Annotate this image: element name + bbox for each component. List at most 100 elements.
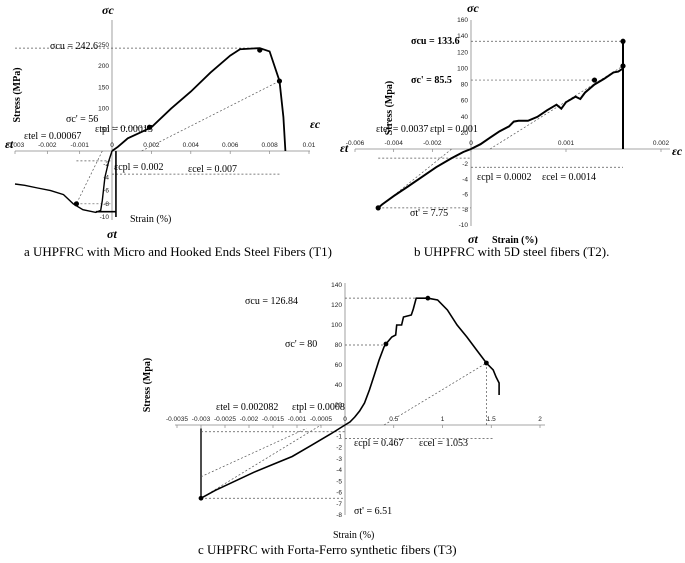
x-tick-label: -0.0025 <box>214 416 236 423</box>
y-tick-label: 60 <box>335 362 343 369</box>
panel-c-eps-c-el-label: εcel = 1.053 <box>419 438 468 449</box>
panel-b-eps-t-pl-label: εtpl = 0.001 <box>430 124 478 135</box>
panel-a-bottom-axis-symbol: σt <box>107 227 117 241</box>
x-tick-label: -0.001 <box>70 142 89 149</box>
x-tick-label: -0.002 <box>423 140 442 147</box>
panel-b-sigma-cu-label: σcu = 133.6 <box>411 36 460 47</box>
y-tick-label: -10 <box>100 214 110 221</box>
x-tick-label: 0.01 <box>303 142 316 149</box>
y-tick-label: 100 <box>457 65 468 72</box>
x-tick-label: 0.008 <box>261 142 278 149</box>
panel-b-peak-point <box>620 38 626 44</box>
panel-b-right-axis-symbol: εc <box>672 144 683 158</box>
x-tick-label: 0 <box>469 140 473 147</box>
x-tick-label: -0.002 <box>240 416 259 423</box>
x-tick-label: 0 <box>110 142 114 149</box>
y-tick-label: 100 <box>98 106 109 113</box>
unload-line <box>141 80 280 152</box>
panel-b-eps-c-el-label: εcel = 0.0014 <box>542 172 596 183</box>
panel-c-eps-t-el-label: εtel = 0.002082 <box>216 402 278 413</box>
tension-secant-line <box>200 428 307 478</box>
panel-c-fc-point <box>383 341 389 347</box>
y-tick-label: 80 <box>335 342 343 349</box>
y-tick-label: -6 <box>462 192 468 199</box>
panel-a-tension-curve <box>14 150 113 214</box>
y-tick-label: -10 <box>459 222 469 229</box>
x-tick-label: 0 <box>343 416 347 423</box>
x-tick-label: -0.0015 <box>262 416 284 423</box>
y-tick-label: -8 <box>103 201 109 208</box>
y-tick-label: 100 <box>331 322 342 329</box>
x-tick-label: -0.0005 <box>310 416 332 423</box>
y-tick-label: -8 <box>462 207 468 214</box>
y-tick-label: 60 <box>461 98 469 105</box>
y-tick-label: 160 <box>457 17 468 24</box>
y-tick-label: -4 <box>462 176 468 183</box>
y-tick-label: 50 <box>102 127 110 134</box>
y-tick-label: -2 <box>336 445 342 452</box>
x-tick-label: 0.002 <box>143 142 160 149</box>
panel-c-x-axis-label: Strain (%) <box>333 530 374 541</box>
panel-b-eps-c-pl-label: εcpl = 0.0002 <box>477 172 532 183</box>
panel-a-unload-point <box>276 78 283 84</box>
panel-a-eps-t-el-label: εtel = 0.00067 <box>24 131 81 142</box>
y-tick-label: 120 <box>331 302 342 309</box>
y-tick-label: -1 <box>336 433 342 440</box>
y-tick-label: -2 <box>103 161 109 168</box>
panel-c-eps-t-pl-label: εtpl = 0.0008 <box>292 402 345 413</box>
panel-c-y-axis-label: Stress (Mpa) <box>142 358 153 413</box>
panel-a-tension-point <box>73 201 80 207</box>
y-tick-label: -2 <box>462 161 468 168</box>
x-tick-label: 0.5 <box>389 416 398 423</box>
panel-a-right-axis-symbol: εc <box>310 117 321 131</box>
y-tick-label: -6 <box>103 188 109 195</box>
panel-a-eps-c-el-label: εcel = 0.007 <box>188 164 237 175</box>
x-tick-label: 2 <box>538 416 542 423</box>
x-tick-label: 0.002 <box>653 140 670 147</box>
panel-a-top-axis-symbol: σc <box>102 3 114 17</box>
panel-a-stress-strain-curve <box>111 47 287 152</box>
y-tick-label: -6 <box>336 490 342 497</box>
panel-b-eps-t-el-label: εtel = 0.0037 <box>376 124 428 135</box>
panel-b-sigma-c-label: σc' = 85.5 <box>411 75 452 86</box>
panel-a-peak-point <box>257 47 263 53</box>
panel-b-top-axis-symbol: σc <box>467 1 479 15</box>
panel-b-sigma-t-label: σt' = 7.75 <box>410 208 448 219</box>
y-tick-label: 250 <box>98 42 109 49</box>
panel-a-sigma-cu-label: σcu = 242.6 <box>50 41 98 52</box>
y-tick-label: 140 <box>331 282 342 289</box>
panel-b-stress-strain-curve <box>377 41 624 209</box>
panel-b-fc-point <box>591 77 598 83</box>
panel-b-x-axis-label: Strain (%) <box>492 235 538 246</box>
y-tick-label: -4 <box>336 467 342 474</box>
x-tick-label: 1 <box>441 416 445 423</box>
x-tick-label: -0.003 <box>6 142 25 149</box>
panel-c-tension-point <box>198 495 204 501</box>
y-tick-label: -4 <box>103 174 109 181</box>
panel-a-eps-c-pl-label: εcpl = 0.002 <box>114 162 164 173</box>
x-tick-label: -0.006 <box>346 140 365 147</box>
y-tick-label: 40 <box>335 382 343 389</box>
x-tick-label: -0.004 <box>384 140 403 147</box>
y-tick-label: 120 <box>457 49 468 56</box>
panel-a-eps-t-pl-label: εtpl = 0.00015 <box>95 124 153 135</box>
y-tick-label: 150 <box>98 84 109 91</box>
chart-panel-b: σc εc εt σt Stress (Mpa) Strain (%) -0.0… <box>340 1 683 246</box>
panel-c-eps-c-pl-label: εcpl = 0.467 <box>354 438 404 449</box>
y-tick-label: 200 <box>98 63 109 70</box>
panel-c-sigma-cu-label: σcu = 126.84 <box>245 296 298 307</box>
y-tick-label: 140 <box>457 33 468 40</box>
panel-b-y-axis-label: Stress (Mpa) <box>384 81 395 136</box>
panel-b-bottom-axis-symbol: σt <box>468 232 478 246</box>
panel-c-stress-strain-curve <box>200 297 500 499</box>
x-tick-label: 0.006 <box>222 142 239 149</box>
unload-line <box>383 362 487 426</box>
y-tick-label: -8 <box>336 512 342 519</box>
x-tick-label: 1.5 <box>487 416 496 423</box>
caption-b: b UHPFRC with 5D steel fibers (T2). <box>414 244 610 259</box>
x-tick-label: -0.0035 <box>166 416 188 423</box>
caption-a: a UHPFRC with Micro and Hooked Ends Stee… <box>24 244 333 259</box>
x-tick-label: 0.004 <box>183 142 200 149</box>
y-tick-label: 20 <box>461 130 469 137</box>
